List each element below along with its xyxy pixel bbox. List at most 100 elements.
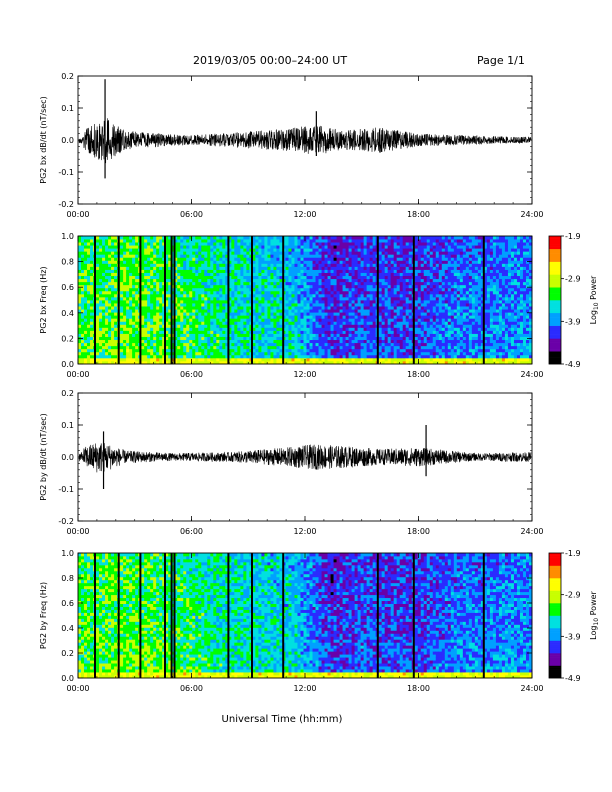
spectrogram-cell	[171, 351, 175, 356]
spectrogram-cell	[186, 263, 190, 267]
spectrogram-cell	[126, 360, 130, 365]
spectrogram-cell	[123, 351, 127, 356]
spectrogram-cell	[261, 278, 265, 283]
spectrogram-cell	[111, 281, 115, 286]
spectrogram-cell	[153, 242, 157, 246]
spectrogram-cell	[114, 293, 118, 298]
spectrogram-cell	[378, 287, 383, 292]
spectrogram-cell	[285, 245, 289, 249]
spectrogram-cell	[351, 278, 356, 283]
spectrogram-cell	[228, 236, 232, 240]
spectrogram-cell	[264, 312, 268, 316]
spectrogram-cell	[270, 242, 274, 246]
spectrogram-cell	[240, 287, 244, 292]
spectrogram-cell	[288, 300, 292, 304]
spectrogram-cell	[378, 315, 383, 319]
spectrogram-cell	[351, 263, 356, 267]
spectrogram-cell	[339, 254, 343, 258]
spectrogram-cell	[297, 300, 301, 304]
spectrogram-cell	[96, 296, 100, 301]
spectrogram-cell	[180, 357, 184, 362]
spectrogram-cell	[150, 278, 154, 283]
spectrogram-cell	[393, 333, 398, 337]
spectrogram-cell	[300, 315, 304, 319]
spectrogram-cell	[105, 300, 109, 304]
spectrogram-cell	[387, 251, 392, 255]
spectrogram-cell	[231, 254, 235, 258]
spectrogram-cell	[180, 266, 184, 270]
spectrogram-cell	[237, 287, 241, 292]
spectrogram-cell	[150, 239, 154, 243]
spectrogram-cell	[387, 330, 392, 334]
spectrogram-cell	[174, 333, 178, 337]
spectrogram-cell	[99, 321, 103, 325]
spectrogram-cell	[180, 309, 184, 313]
spectrogram-cell	[333, 263, 337, 267]
spectrogram-cell	[228, 254, 232, 258]
spectrogram-cell	[78, 260, 82, 264]
spectrogram-cell	[189, 357, 193, 362]
spectrogram-cell	[264, 306, 268, 310]
spectrogram-cell	[291, 254, 295, 258]
spectrogram-cell	[120, 300, 124, 304]
spectrogram-cell	[165, 260, 169, 264]
spectrogram-cell	[309, 312, 313, 316]
spectrogram-cell	[147, 257, 151, 261]
spectrogram-cell	[318, 351, 322, 356]
spectrogram-cell	[90, 296, 94, 301]
spectrogram-cell	[318, 354, 322, 359]
spectrogram-cell	[198, 293, 202, 298]
spectrogram-cell	[111, 309, 115, 313]
spectrogram-cell	[312, 339, 316, 344]
spectrogram-cell	[261, 357, 265, 362]
spectrogram-cell	[399, 327, 404, 331]
spectrogram-cell	[270, 236, 274, 240]
spectrogram-cell	[384, 348, 389, 353]
spectrogram-cell	[174, 321, 178, 325]
spectrogram-cell	[222, 333, 226, 337]
spectrogram-cell	[168, 330, 172, 334]
spectrogram-cell	[399, 275, 404, 280]
spectrogram-cell	[408, 296, 413, 301]
spectrogram-cell	[228, 260, 232, 264]
spectrogram-cell	[318, 248, 322, 252]
spectrogram-cell	[270, 348, 274, 353]
spectrogram-cell	[81, 315, 85, 319]
spectrogram-cell	[273, 272, 277, 277]
spectrogram-cell	[417, 275, 422, 280]
spectrogram-cell	[336, 312, 340, 316]
spectrogram-cell	[243, 266, 247, 270]
spectrogram-cell	[354, 345, 359, 350]
spectrogram-cell	[390, 309, 395, 313]
spectrogram-cell	[417, 266, 422, 270]
spectrogram-cell	[198, 263, 202, 267]
spectrogram-cell	[150, 257, 154, 261]
spectrogram-cell	[87, 245, 91, 249]
spectrogram-cell	[189, 248, 193, 252]
spectrogram-cell	[285, 312, 289, 316]
spectrogram-cell	[408, 357, 413, 362]
spectrogram-cell	[363, 251, 368, 255]
spectrogram-cell	[279, 263, 283, 267]
spectrogram-cell	[222, 269, 226, 273]
spectrogram-cell	[243, 251, 247, 255]
spectrogram-cell	[240, 260, 244, 264]
spectrogram-cell	[255, 275, 259, 280]
spectrogram-cell	[207, 327, 211, 331]
spectrogram-cell	[372, 278, 377, 283]
spectrogram-cell	[402, 257, 407, 261]
spectrogram-cell	[144, 348, 148, 353]
spectrogram-cell	[291, 321, 295, 325]
spectrogram-cell	[186, 309, 190, 313]
spectrogram-cell	[384, 306, 389, 310]
spectrogram-cell	[111, 242, 115, 246]
spectrogram-cell	[399, 324, 404, 328]
spectrogram-cell	[420, 263, 425, 267]
spectrogram-cell	[321, 290, 325, 295]
spectrogram-cell	[351, 254, 356, 258]
spectrogram-cell	[129, 257, 133, 261]
spectrogram-cell	[264, 303, 268, 307]
spectrogram-cell	[81, 360, 85, 365]
spectrogram-cell	[294, 333, 298, 337]
spectrogram-cell	[165, 254, 169, 258]
